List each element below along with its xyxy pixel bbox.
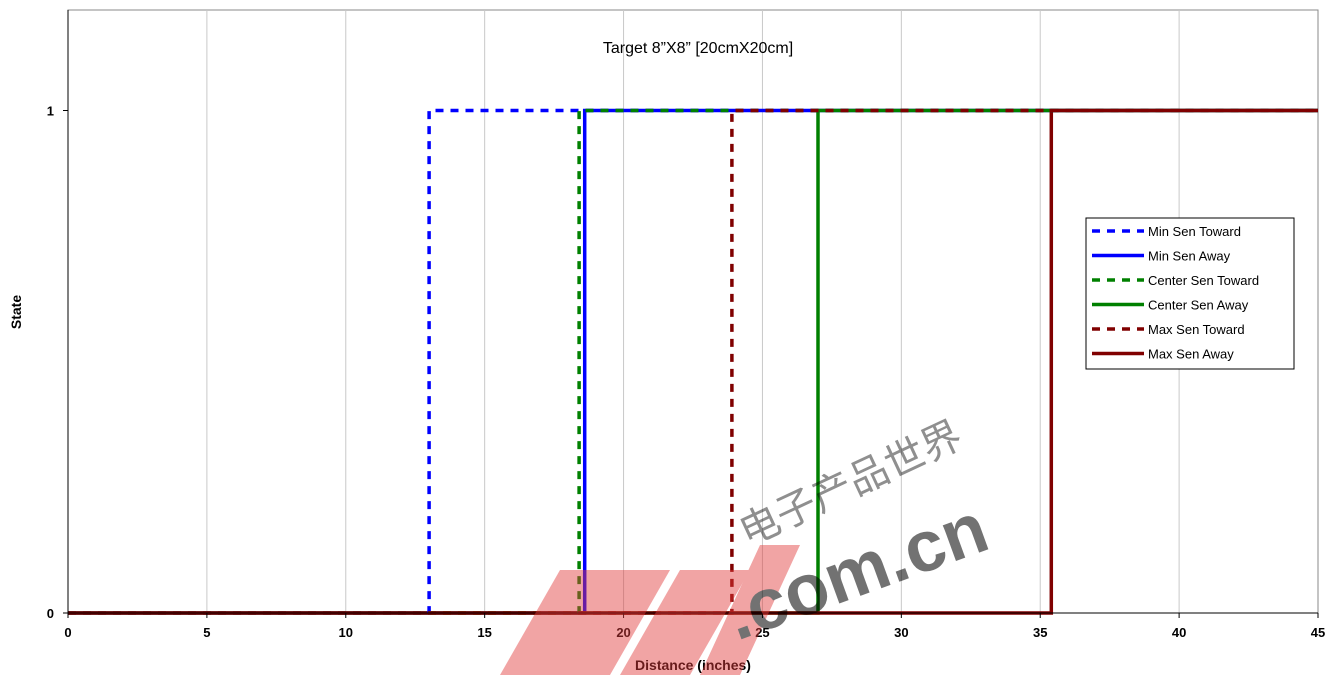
- x-tick-label: 30: [894, 625, 908, 640]
- x-tick-label: 35: [1033, 625, 1047, 640]
- y-tick-label: 0: [47, 606, 54, 621]
- x-tick-label: 40: [1172, 625, 1186, 640]
- legend-label: Min Sen Away: [1148, 249, 1231, 264]
- legend-label: Min Sen Toward: [1148, 224, 1241, 239]
- x-axis-title: Distance (inches): [635, 657, 751, 673]
- x-tick-label: 15: [477, 625, 491, 640]
- legend-label: Max Sen Toward: [1148, 322, 1245, 337]
- y-tick-label: 1: [47, 104, 54, 119]
- legend-label: Center Sen Away: [1148, 298, 1249, 313]
- legend-label: Center Sen Toward: [1148, 273, 1259, 288]
- legend-label: Max Sen Away: [1148, 347, 1234, 362]
- x-tick-label: 5: [203, 625, 210, 640]
- chart-title: Target 8”X8” [20cmX20cm]: [603, 40, 793, 57]
- axes: 0 5 10 15 20 25 30 35 40 45 0 1: [47, 10, 1325, 640]
- x-tick-label: 20: [616, 625, 630, 640]
- legend-box: [1085, 217, 1295, 370]
- y-axis-title: State: [8, 295, 24, 329]
- x-tick-label: 10: [339, 625, 353, 640]
- legend: Min Sen Toward Min Sen Away Center Sen Tow…: [1085, 217, 1295, 370]
- x-tick-label: 45: [1311, 625, 1325, 640]
- x-tick-label: 25: [755, 625, 769, 640]
- x-tick-label: 0: [64, 625, 71, 640]
